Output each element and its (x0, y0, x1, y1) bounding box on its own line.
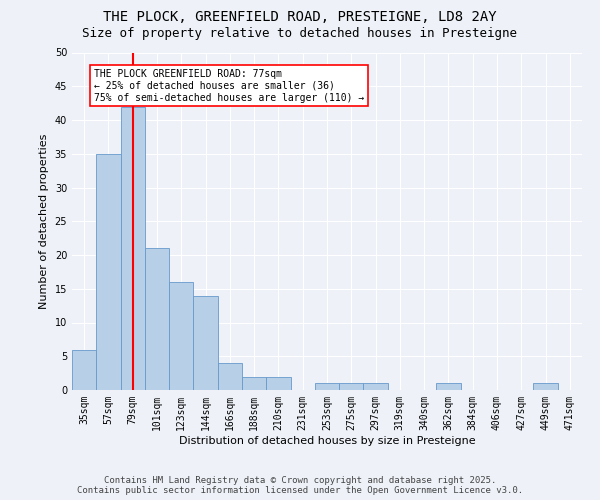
Bar (193, 296, 218, 390)
Bar (436, 383, 461, 390)
Y-axis label: Number of detached properties: Number of detached properties (39, 134, 49, 309)
Bar (533, 383, 558, 390)
Text: THE PLOCK GREENFIELD ROAD: 77sqm
← 25% of detached houses are smaller (36)
75% o: THE PLOCK GREENFIELD ROAD: 77sqm ← 25% o… (94, 70, 365, 102)
Text: Size of property relative to detached houses in Presteigne: Size of property relative to detached ho… (83, 28, 517, 40)
Bar (218, 363, 242, 390)
Bar (364, 383, 388, 390)
Bar (266, 376, 290, 390)
X-axis label: Distribution of detached houses by size in Presteigne: Distribution of detached houses by size … (179, 436, 475, 446)
Text: Contains HM Land Registry data © Crown copyright and database right 2025.
Contai: Contains HM Land Registry data © Crown c… (77, 476, 523, 495)
Bar (242, 376, 266, 390)
Text: THE PLOCK, GREENFIELD ROAD, PRESTEIGNE, LD8 2AY: THE PLOCK, GREENFIELD ROAD, PRESTEIGNE, … (103, 10, 497, 24)
Bar (72, 350, 96, 390)
Bar (96, 154, 121, 390)
Bar (169, 282, 193, 390)
Bar (121, 106, 145, 390)
Bar (145, 248, 169, 390)
Bar (315, 383, 339, 390)
Bar (339, 383, 364, 390)
